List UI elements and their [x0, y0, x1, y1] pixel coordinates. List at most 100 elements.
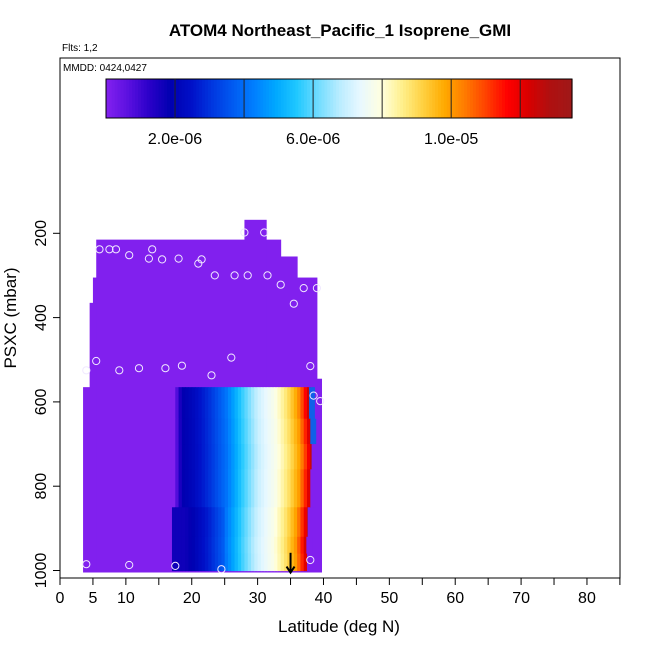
observation-point [148, 245, 157, 254]
heatmap-cell [274, 387, 278, 420]
colorbar-segment [126, 79, 130, 118]
heatmap-cell [201, 469, 206, 508]
heatmap-cell [251, 507, 255, 538]
colorbar-segment [309, 79, 314, 118]
heatmap-cell [214, 444, 219, 470]
heatmap-cell [244, 553, 249, 572]
heatmap-cell [208, 469, 213, 508]
observation-point [134, 364, 144, 373]
heatmap-cell [270, 553, 275, 572]
colorbar-segment [464, 79, 468, 118]
heatmap-cell [218, 536, 222, 555]
heatmap-cell [204, 387, 209, 420]
observation-point [82, 560, 91, 569]
observation-point [276, 280, 285, 289]
heatmap-cell [293, 469, 298, 508]
colorbar-segment [237, 79, 241, 118]
heatmap-cell [231, 507, 236, 538]
heatmap-cell [178, 469, 183, 508]
heatmap-cell [306, 536, 313, 555]
heatmap-cell [307, 418, 311, 445]
heatmap-cell [195, 553, 199, 572]
heatmap-cell [241, 507, 246, 538]
heatmap-cell [227, 469, 232, 508]
heatmap-cell [237, 507, 242, 538]
heatmap-cell [201, 444, 206, 470]
heatmap-cell [307, 507, 314, 538]
heatmap-cell [195, 507, 199, 538]
heatmap-cell [191, 507, 196, 538]
observation-point [312, 284, 321, 293]
heatmap-cell [188, 536, 193, 555]
colorbar-segment [155, 79, 160, 118]
colorbar-segment [167, 79, 171, 118]
heatmap-cell [290, 387, 295, 420]
heatmap-cell [175, 444, 180, 470]
colorbar-segment [202, 79, 206, 118]
heatmap-cell [264, 553, 269, 572]
colorbar-segment [359, 79, 363, 118]
heatmap-cell [307, 387, 311, 420]
heatmap-cell [188, 553, 193, 572]
heatmap-cell [204, 553, 209, 572]
heatmap-cell [185, 418, 190, 445]
heatmap-cell [260, 536, 265, 555]
heatmap-cell [178, 444, 183, 470]
observation-points [82, 228, 325, 574]
observation-point [299, 284, 308, 293]
heatmap-cell [283, 444, 288, 470]
heatmap-cell [303, 507, 308, 538]
heatmap-cell [280, 553, 285, 572]
colorbar-segment [123, 79, 127, 118]
heatmap-cell [204, 507, 209, 538]
colorbar-segment [292, 79, 296, 118]
heatmap-cell [283, 469, 288, 508]
heatmap-cell [224, 507, 229, 538]
heatmap-cell [277, 507, 282, 538]
heatmap-cell [195, 469, 199, 508]
colorbar-segment [333, 79, 337, 118]
heatmap-cell [181, 507, 186, 538]
colorbar-segment [304, 79, 308, 118]
heatmap-cell [181, 553, 186, 572]
heatmap-cell [287, 507, 292, 538]
x-tick-label: 20 [183, 590, 201, 607]
heatmap-cell [244, 507, 249, 538]
heatmap-cell [218, 387, 222, 420]
heatmap-cell [283, 387, 288, 420]
colorbar-segment [257, 79, 261, 118]
colorbar-segment [548, 79, 553, 118]
heatmap-cell [181, 418, 186, 445]
heatmap-cell [254, 418, 259, 445]
heatmap-cell [195, 444, 199, 470]
heatmap-cell [247, 536, 252, 555]
heatmap-cell [254, 553, 259, 572]
colorbar-segment [283, 79, 288, 118]
heatmap-cell [251, 469, 255, 508]
observation-point [289, 299, 298, 308]
heatmap-cell [264, 444, 269, 470]
colorbar-segment [417, 79, 422, 118]
heatmap-cell [214, 553, 219, 572]
colorbar-segment [280, 79, 285, 118]
heatmap-cell [287, 418, 292, 445]
heatmap-cell [287, 553, 292, 572]
colorbar-segment [106, 79, 110, 118]
colorbar-segment [472, 79, 477, 118]
heatmap-cell [221, 536, 226, 555]
colorbar-segment [347, 79, 352, 118]
colorbar-segment [496, 79, 500, 118]
heatmap-cell [280, 418, 285, 445]
heatmap-cell [191, 387, 196, 420]
heatmap-cell [260, 507, 265, 538]
colorbar-segment [537, 79, 541, 118]
heatmap-cell [191, 553, 196, 572]
heatmap-cell [175, 418, 180, 445]
colorbar-frame [105, 78, 573, 119]
colorbar-segment [446, 79, 451, 118]
heatmap-cell [221, 469, 226, 508]
heatmap-cell [208, 418, 213, 445]
colorbar-segment [400, 79, 404, 118]
heatmap-cell [224, 387, 229, 420]
observation-point [161, 364, 170, 373]
